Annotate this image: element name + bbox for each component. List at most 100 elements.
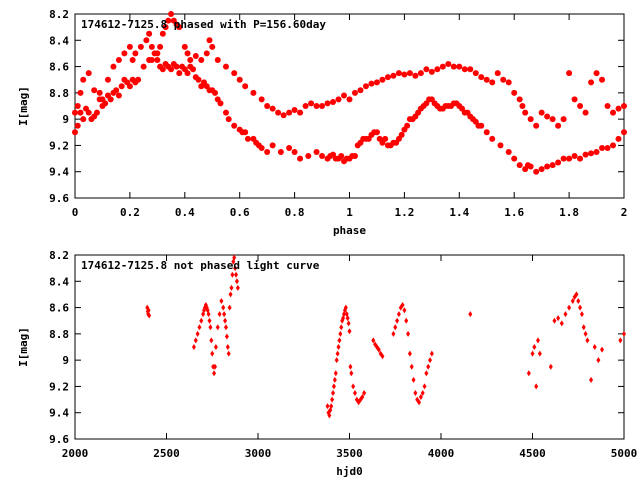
data-point [324,100,331,107]
y-tick-label: 9.4 [49,407,69,420]
y-axis-label: I[mag] [17,86,30,126]
data-point [468,311,473,318]
data-point [582,109,589,116]
data-point [472,70,479,77]
data-point [147,312,152,319]
data-point [107,96,114,103]
data-point [522,109,529,116]
data-point [258,145,265,152]
data-point [148,57,155,63]
data-point [519,103,526,109]
data-point [104,76,111,83]
data-point [305,152,312,159]
data-point [368,80,375,87]
x-tick-label: 2 [621,206,628,219]
data-point [236,76,243,83]
plot-frame [74,254,625,440]
data-point [549,116,556,123]
y-ticks: 8.2 8.4 8.6 8.8 9 9.2 9.4 9.6 [49,249,624,446]
data-point [159,66,166,73]
data-point [349,370,354,377]
data-point [406,70,413,77]
data-point [345,315,350,322]
x-ticks: 0 0.2 0.4 0.6 0.8 1 1.2 1.4 1.6 1.8 2 [72,14,628,219]
data-point [206,37,213,44]
data-point [588,79,595,86]
data-point [168,66,175,73]
x-axis-label: hjd0 [336,465,363,478]
y-tick-label: 9.2 [49,380,69,393]
data-point [418,393,423,400]
x-tick-label: 0.8 [285,206,305,219]
data-point [331,383,336,390]
data-point [269,142,276,149]
data-point [615,105,622,112]
data-point [165,17,172,24]
data-point [527,116,534,123]
data-point [588,150,595,157]
y-tick-label: 8.8 [49,328,69,341]
data-point [264,103,271,109]
data-point [213,344,218,350]
data-point [228,291,233,298]
data-point [199,317,204,324]
data-point [400,301,405,308]
data-point [538,166,545,173]
data-point [230,271,235,278]
data-point [343,304,348,311]
x-tick-label: 0.6 [230,206,250,219]
data-point [576,298,581,304]
x-tick-label: 0.4 [175,206,195,219]
data-point [593,70,600,77]
data-point [234,271,239,278]
data-point [154,50,161,57]
data-point [407,350,412,357]
data-point [500,76,507,83]
data-point [445,60,452,67]
x-tick-label: 5000 [611,447,638,460]
data-point [409,363,414,370]
y-tick-label: 9.6 [49,192,69,205]
data-point [467,66,474,73]
data-point [208,324,213,331]
data-point [489,135,496,142]
data-point [574,291,579,298]
data-point [461,66,468,73]
data-point [570,298,575,304]
data-point [235,284,240,291]
data-point [402,307,407,314]
data-point [581,324,586,331]
data-point [396,311,401,318]
data-point [426,363,431,370]
data-point [118,83,125,90]
data-point [113,87,120,94]
data-point [556,315,561,322]
data-point [176,24,183,31]
data-point [190,66,197,73]
data-point [330,396,335,403]
chart-title: 174612-7125.8 phased with P=156.60day [81,18,326,31]
data-point [143,37,150,44]
data-point [456,63,463,70]
data-point [195,330,200,337]
data-point [335,96,342,103]
data-point [352,390,357,396]
y-ticks: 8.2 8.4 8.6 8.8 9 9.2 9.4 9.6 [49,8,624,205]
y-tick-label: 9 [62,354,69,367]
data-point [373,129,380,136]
data-point [244,135,251,142]
data-points [145,254,626,419]
data-point [566,155,573,162]
y-tick-label: 9.2 [49,139,69,152]
x-tick-label: 2500 [153,447,180,460]
data-point [198,57,205,63]
data-point [577,103,584,109]
x-ticks: 2000 2500 3000 3500 4000 4500 5000 [62,255,638,460]
data-point [579,311,584,318]
data-point [351,89,358,96]
data-point [313,103,320,109]
y-tick-label: 8.6 [49,302,69,315]
data-point [505,79,512,86]
data-point [559,320,564,327]
